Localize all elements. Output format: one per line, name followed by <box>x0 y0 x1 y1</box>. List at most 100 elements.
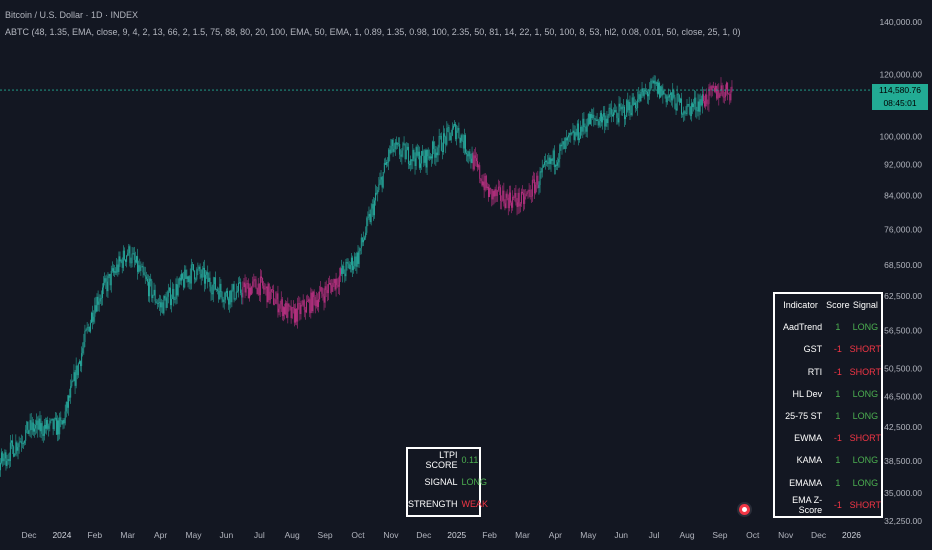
candle-body <box>483 181 485 191</box>
indicator-name: AadTrend <box>782 322 823 333</box>
candle-body <box>39 418 41 432</box>
candle-body <box>423 155 425 163</box>
candle-body <box>313 291 315 298</box>
candle-body <box>707 103 709 105</box>
candle-body <box>7 459 9 462</box>
candle-body <box>361 237 363 243</box>
candle-body <box>299 303 301 315</box>
candle-body <box>719 94 721 98</box>
time-axis-tick: Sep <box>712 530 727 540</box>
candle-body <box>437 147 439 156</box>
candle-body <box>410 159 412 166</box>
candle-body <box>360 237 362 249</box>
candle-body <box>394 142 396 150</box>
candle-body <box>493 190 495 197</box>
candle-body <box>106 281 108 292</box>
candle-body <box>20 441 22 444</box>
candle-body <box>515 193 517 203</box>
indicator-score: 1 <box>835 322 841 333</box>
candle-body <box>28 430 30 434</box>
candle-body <box>194 270 196 280</box>
candle-body <box>498 186 500 188</box>
candle-body <box>118 256 120 272</box>
candle-body <box>107 276 109 292</box>
time-axis-tick: 2025 <box>447 530 466 540</box>
candle-body <box>708 87 710 104</box>
candle-body <box>647 91 649 97</box>
time-axis[interactable]: Dec 2024 Feb Mar Apr May Jun Jul Aug Sep Oct Nov Dec… <box>21 530 861 540</box>
candle-body <box>72 380 74 382</box>
candle-body <box>369 213 371 223</box>
candle-body <box>316 300 318 307</box>
candle-body <box>497 186 499 191</box>
indicator-score: -1 <box>833 344 842 355</box>
candle-body <box>584 126 586 128</box>
candle-body <box>138 265 140 272</box>
candle-body <box>97 296 99 305</box>
candle-body <box>549 157 551 164</box>
candle-body <box>190 264 192 284</box>
candle-body <box>96 296 98 312</box>
time-axis-tick: Sep <box>318 530 333 540</box>
candle-body <box>518 192 520 207</box>
candle-body <box>455 123 457 140</box>
candle-body <box>558 159 560 163</box>
candle-body <box>687 104 689 105</box>
candle-body <box>470 158 472 163</box>
candle-body <box>615 109 617 113</box>
candle-body <box>479 165 481 179</box>
candle-body <box>642 88 644 96</box>
candle-body <box>337 284 339 287</box>
candle-body <box>381 177 383 188</box>
candle-body <box>132 253 134 254</box>
candle-body <box>489 188 491 198</box>
candle-body <box>86 327 88 330</box>
candle-body <box>297 303 299 322</box>
candle-body <box>173 288 175 300</box>
us-economic-event-icon[interactable] <box>737 502 752 517</box>
price-axis[interactable]: 140,000.00 120,000.00 100,000.00 92,000.00 8… <box>879 17 922 526</box>
candle-body <box>290 306 292 319</box>
candle-body <box>279 304 281 309</box>
candle-body <box>178 277 180 285</box>
candle-body <box>401 150 403 157</box>
candle-body <box>315 300 317 307</box>
symbol-title[interactable]: Bitcoin / U.S. Dollar · 1D · INDEX <box>5 10 139 20</box>
candle-body <box>298 303 300 304</box>
candle-body <box>444 133 446 137</box>
candle-body <box>44 424 46 429</box>
candle-body <box>527 190 529 193</box>
candle-body <box>429 156 431 159</box>
candle-body <box>267 283 269 303</box>
candle-body <box>564 138 566 150</box>
candle-body <box>378 184 380 191</box>
candle-body <box>59 417 61 435</box>
time-axis-tick: 2024 <box>52 530 71 540</box>
signal-row: EMA Z-Score -1 SHORT <box>775 494 881 516</box>
candle-body <box>251 286 253 295</box>
candle-body <box>592 114 594 119</box>
candle-body <box>331 285 333 292</box>
price-axis-tick: 120,000.00 <box>879 69 922 79</box>
candle-body <box>123 250 125 260</box>
candle-body <box>14 453 16 457</box>
candle-body <box>224 292 226 300</box>
ltpi-score-value: 0.11 <box>461 455 479 465</box>
candle-body <box>222 299 224 302</box>
candle-body <box>321 287 323 294</box>
candle-body <box>38 418 40 430</box>
candle-body <box>648 93 650 97</box>
signal-table-header: Indicator Score Signal <box>775 294 881 316</box>
candle-body <box>163 296 165 314</box>
candle-body <box>243 282 245 288</box>
candle-body <box>391 139 393 146</box>
candle-body <box>661 86 663 96</box>
price-axis-tick: 84,000.00 <box>884 191 922 201</box>
candle-body <box>218 290 220 300</box>
candle-body <box>608 107 610 116</box>
ltpi-score-row: LTPI SCORE 0.11 <box>408 449 488 471</box>
indicator-legend[interactable]: ABTC (48, 1.35, EMA, close, 9, 4, 2, 13,… <box>5 27 741 37</box>
candle-body <box>109 274 111 286</box>
candle-body <box>209 277 211 287</box>
